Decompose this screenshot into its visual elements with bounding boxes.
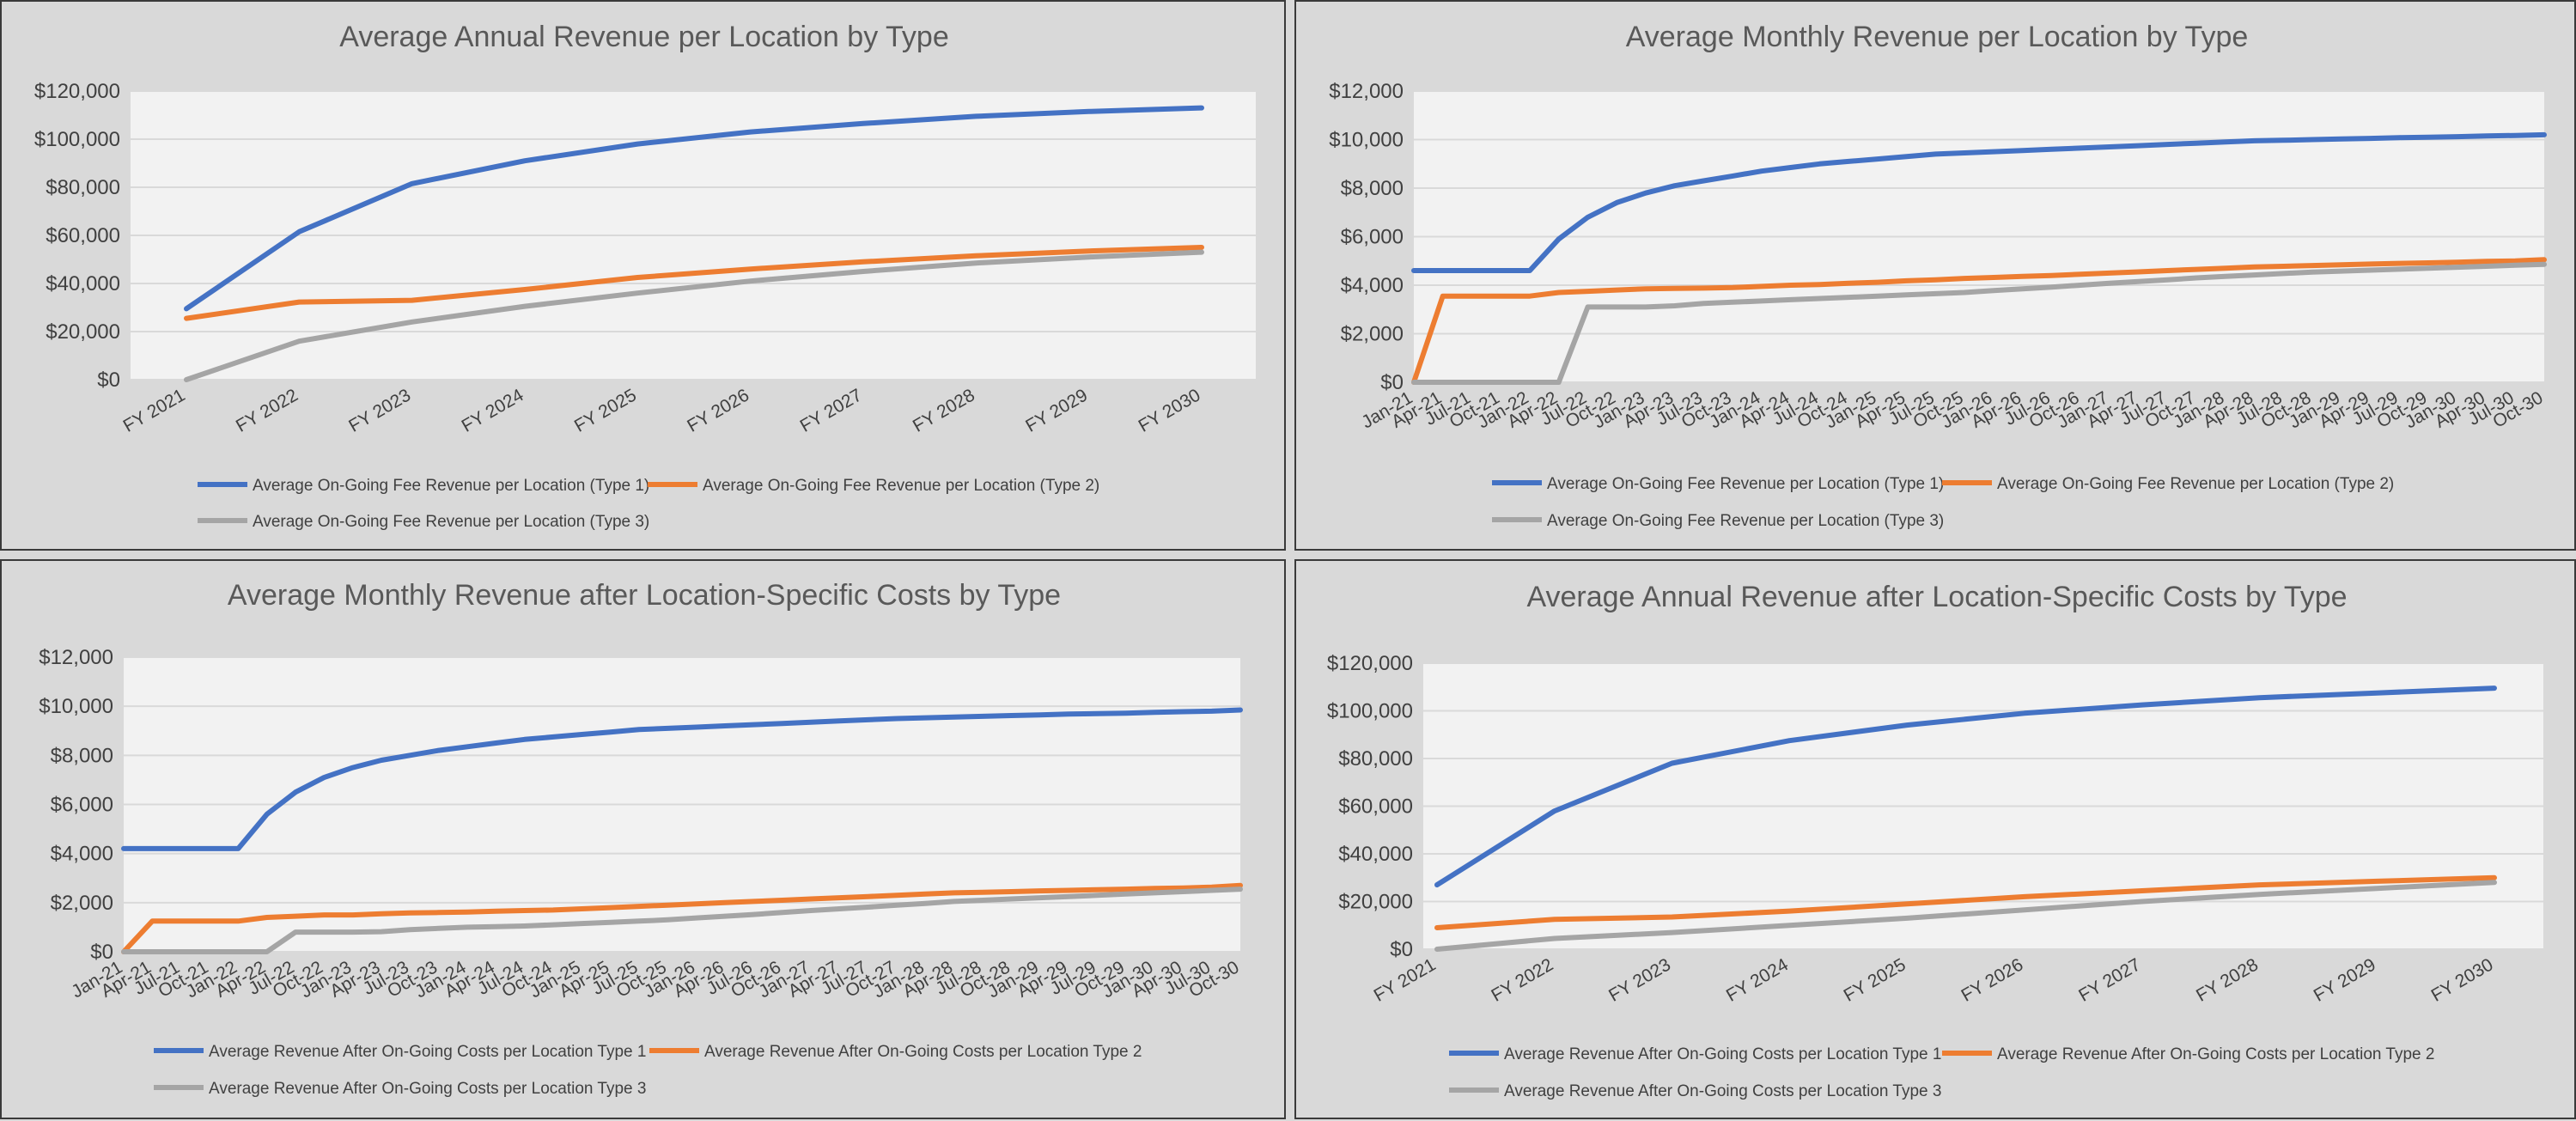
x-tick-label: FY 2024 bbox=[459, 385, 527, 436]
y-tick-label: $60,000 bbox=[46, 224, 120, 247]
chart-annual-revenue: Average Annual Revenue per Location by T… bbox=[34, 21, 1256, 531]
y-tick-label: $6,000 bbox=[1341, 226, 1404, 249]
series-line-1 bbox=[121, 707, 1243, 851]
legend-label-2: Average Revenue After On-Going Costs per… bbox=[1997, 1045, 2434, 1063]
y-tick-label: $40,000 bbox=[46, 272, 120, 295]
chart-panel-monthly-revenue: Average Monthly Revenue per Location by … bbox=[1294, 0, 2576, 551]
y-tick-label: $8,000 bbox=[1341, 177, 1404, 200]
series-line-3 bbox=[1411, 261, 2547, 385]
x-tick-label: FY 2024 bbox=[1723, 954, 1792, 1006]
y-tick-label: $4,000 bbox=[51, 843, 113, 866]
series-line-3 bbox=[121, 886, 1243, 954]
y-tick-label: $20,000 bbox=[1338, 891, 1413, 914]
legend-label-3: Average On-Going Fee Revenue per Locatio… bbox=[1547, 512, 1944, 530]
series-line-2 bbox=[121, 882, 1243, 954]
y-tick-label: $2,000 bbox=[1341, 323, 1404, 346]
legend-label-1: Average Revenue After On-Going Costs per… bbox=[1504, 1045, 1941, 1063]
legend-label-1: Average On-Going Fee Revenue per Locatio… bbox=[1547, 475, 1944, 493]
y-tick-label: $12,000 bbox=[39, 646, 113, 669]
y-tick-label: $8,000 bbox=[51, 744, 113, 767]
series-line-2 bbox=[1434, 874, 2497, 930]
series-line-3 bbox=[184, 249, 1204, 382]
y-tick-label: $2,000 bbox=[51, 892, 113, 915]
series-line-1 bbox=[184, 105, 1204, 312]
chart-panel-monthly-revenue-after-costs: Average Monthly Revenue after Location-S… bbox=[0, 559, 1286, 1119]
y-tick-label: $120,000 bbox=[34, 80, 120, 103]
y-tick-label: $100,000 bbox=[1327, 700, 1413, 723]
x-tick-label: FY 2021 bbox=[1371, 954, 1440, 1005]
x-tick-label: FY 2027 bbox=[2075, 954, 2144, 1005]
x-tick-label: FY 2025 bbox=[1841, 954, 1909, 1005]
x-tick-label: FY 2026 bbox=[1958, 954, 2026, 1005]
y-tick-label: $80,000 bbox=[46, 176, 120, 199]
y-tick-label: $0 bbox=[90, 941, 113, 964]
x-tick-label: FY 2029 bbox=[2311, 954, 2379, 1005]
chart-title: Average Annual Revenue after Location-Sp… bbox=[1526, 581, 2347, 613]
series-line-1 bbox=[1434, 685, 2497, 888]
x-tick-label: FY 2025 bbox=[571, 385, 640, 436]
legend-label-1: Average Revenue After On-Going Costs per… bbox=[209, 1043, 646, 1061]
chart-annual-revenue-after-costs: Average Annual Revenue after Location-Sp… bbox=[1327, 581, 2543, 1100]
y-tick-label: $100,000 bbox=[34, 128, 120, 151]
x-tick-label: FY 2030 bbox=[1136, 385, 1204, 436]
chart-panel-annual-revenue-after-costs: Average Annual Revenue after Location-Sp… bbox=[1294, 559, 2576, 1119]
chart-panel-annual-revenue: Average Annual Revenue per Location by T… bbox=[0, 0, 1286, 551]
x-tick-label: FY 2022 bbox=[233, 385, 301, 436]
x-tick-label: FY 2023 bbox=[345, 385, 414, 436]
legend-label-2: Average On-Going Fee Revenue per Locatio… bbox=[703, 477, 1099, 495]
y-tick-label: $0 bbox=[97, 369, 120, 392]
series-line-2 bbox=[1411, 257, 2547, 385]
y-tick-label: $20,000 bbox=[46, 320, 120, 344]
chart-title: Average Monthly Revenue after Location-S… bbox=[228, 579, 1061, 612]
x-tick-label: FY 2028 bbox=[910, 385, 978, 436]
x-tick-label: FY 2021 bbox=[120, 385, 189, 436]
series-line-3 bbox=[1434, 880, 2497, 952]
legend-label-3: Average On-Going Fee Revenue per Locatio… bbox=[253, 513, 649, 531]
x-tick-label: FY 2022 bbox=[1488, 954, 1556, 1005]
y-tick-label: $40,000 bbox=[1338, 843, 1413, 866]
y-tick-label: $0 bbox=[1380, 371, 1404, 394]
chart-monthly-revenue: Average Monthly Revenue per Location by … bbox=[1329, 21, 2547, 530]
series-line-1 bbox=[1411, 131, 2547, 273]
x-tick-label: FY 2030 bbox=[2428, 954, 2497, 1005]
chart-title: Average Annual Revenue per Location by T… bbox=[339, 21, 948, 53]
legend-label-1: Average On-Going Fee Revenue per Locatio… bbox=[253, 477, 649, 495]
y-tick-label: $4,000 bbox=[1341, 274, 1404, 297]
y-tick-label: $120,000 bbox=[1327, 652, 1413, 675]
legend-label-2: Average Revenue After On-Going Costs per… bbox=[704, 1043, 1142, 1061]
x-tick-label: FY 2023 bbox=[1605, 954, 1674, 1005]
x-tick-label: FY 2026 bbox=[684, 385, 752, 436]
x-tick-label: FY 2029 bbox=[1022, 385, 1091, 436]
y-tick-label: $10,000 bbox=[39, 695, 113, 718]
x-tick-label: FY 2028 bbox=[2193, 954, 2262, 1005]
y-tick-label: $10,000 bbox=[1329, 129, 1404, 152]
y-tick-label: $60,000 bbox=[1338, 795, 1413, 819]
y-tick-label: $6,000 bbox=[51, 794, 113, 817]
chart-title: Average Monthly Revenue per Location by … bbox=[1626, 21, 2249, 53]
x-tick-label: FY 2027 bbox=[797, 385, 866, 436]
y-tick-label: $0 bbox=[1390, 938, 1413, 961]
chart-monthly-revenue-after-costs: Average Monthly Revenue after Location-S… bbox=[39, 579, 1243, 1098]
legend-label-3: Average Revenue After On-Going Costs per… bbox=[209, 1080, 646, 1098]
legend-label-3: Average Revenue After On-Going Costs per… bbox=[1504, 1082, 1941, 1100]
legend-label-2: Average On-Going Fee Revenue per Locatio… bbox=[1997, 475, 2394, 493]
y-tick-label: $12,000 bbox=[1329, 80, 1404, 103]
series-line-2 bbox=[184, 245, 1204, 321]
y-tick-label: $80,000 bbox=[1338, 747, 1413, 771]
